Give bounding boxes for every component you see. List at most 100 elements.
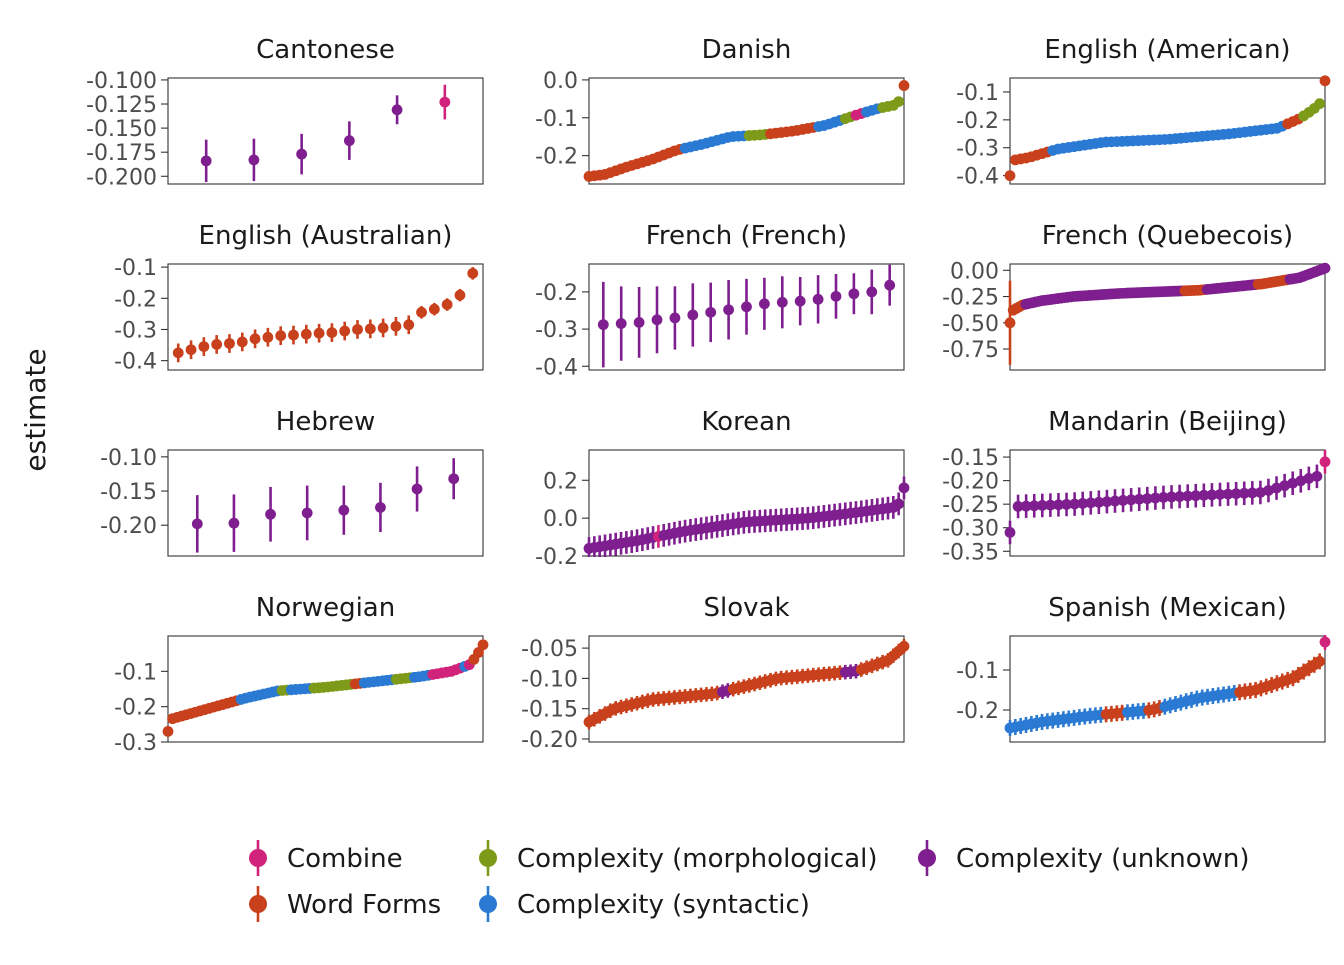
data-point — [1314, 655, 1326, 667]
data-point — [1206, 489, 1218, 501]
y-tick-label: -0.4 — [114, 350, 157, 375]
facet-title: Norwegian — [256, 593, 395, 623]
data-point — [326, 327, 338, 338]
data-point — [1214, 489, 1226, 500]
y-tick-label: -0.20 — [100, 514, 157, 539]
data-point — [1230, 488, 1242, 500]
data-point — [275, 330, 287, 342]
data-point — [375, 502, 386, 513]
data-point — [830, 290, 842, 302]
y-tick-label: -0.75 — [942, 338, 999, 363]
data-point — [1036, 500, 1048, 511]
panel-frame — [588, 449, 905, 557]
data-point — [1133, 493, 1145, 505]
data-point — [339, 325, 351, 337]
data-point — [741, 301, 752, 313]
y-tick-label: -0.15 — [100, 480, 157, 505]
facet-title: Slovak — [703, 593, 789, 623]
data-point — [265, 508, 276, 520]
y-tick-label: -0.30 — [942, 517, 999, 542]
y-tick-label: -0.20 — [521, 728, 578, 753]
y-tick-label: 0.2 — [543, 469, 578, 494]
data-point — [172, 347, 184, 359]
y-tick-label: -0.1 — [114, 256, 157, 281]
y-tick-label: -0.3 — [114, 731, 157, 756]
data-point — [669, 312, 681, 324]
data-point — [224, 338, 235, 349]
data-point — [1053, 499, 1064, 511]
data-point — [1198, 489, 1210, 501]
y-tick-label: -0.35 — [942, 540, 999, 565]
legend-key-dot — [249, 849, 267, 867]
data-point — [454, 289, 466, 301]
data-point — [1141, 493, 1153, 505]
data-point — [1101, 496, 1113, 508]
data-point — [301, 507, 313, 519]
data-point — [615, 318, 627, 329]
data-point — [812, 293, 824, 305]
data-point — [898, 482, 910, 494]
legend-label: Complexity (morphological) — [517, 844, 878, 874]
data-point — [300, 328, 312, 340]
y-tick-label: -0.1 — [535, 107, 578, 132]
data-point — [1093, 496, 1105, 508]
data-point — [1166, 491, 1177, 503]
legend-label: Word Forms — [287, 890, 441, 920]
facet-title: Cantonese — [256, 35, 395, 65]
data-point — [1190, 490, 1202, 502]
data-point — [1085, 497, 1097, 509]
data-point — [313, 327, 325, 339]
y-tick-label: -0.2 — [535, 545, 578, 570]
legend-label: Complexity (syntactic) — [517, 890, 810, 920]
data-point — [723, 304, 735, 316]
y-axis-title: estimate — [19, 348, 52, 471]
legend-label: Complexity (unknown) — [956, 844, 1250, 874]
y-tick-label: -0.10 — [100, 446, 157, 471]
data-point — [848, 288, 860, 300]
data-point — [1319, 75, 1331, 87]
legend-key-dot — [918, 849, 936, 867]
y-tick-label: 0.0 — [543, 507, 578, 532]
data-point — [441, 299, 453, 310]
data-point — [1182, 490, 1194, 502]
y-tick-label: -0.150 — [86, 117, 157, 142]
data-point — [893, 96, 905, 108]
y-tick-label: -0.3 — [114, 318, 157, 343]
data-point — [448, 473, 460, 485]
data-point — [1319, 262, 1331, 274]
panel-frame — [588, 635, 905, 743]
y-tick-label: -0.25 — [942, 286, 999, 311]
data-point — [1117, 495, 1129, 506]
data-point — [866, 286, 878, 298]
panel-frame — [167, 635, 484, 743]
y-tick-label: -0.175 — [86, 141, 157, 166]
data-point — [1246, 487, 1258, 499]
data-point — [403, 319, 415, 331]
y-tick-label: 0.0 — [543, 69, 578, 94]
data-point — [758, 298, 770, 310]
data-point — [439, 96, 451, 108]
data-point — [390, 320, 402, 332]
data-point — [477, 639, 489, 651]
y-tick-label: -0.2 — [114, 696, 157, 721]
data-point — [364, 323, 376, 335]
data-point — [1004, 170, 1016, 182]
data-point — [211, 339, 223, 350]
panel-frame — [1009, 449, 1326, 557]
y-tick-label: -0.2 — [956, 109, 999, 134]
data-point — [651, 314, 663, 326]
data-point — [1061, 499, 1072, 510]
data-point — [249, 333, 261, 345]
panel-frame — [167, 263, 484, 371]
y-tick-label: -0.3 — [535, 318, 578, 343]
data-point — [1238, 487, 1250, 499]
data-point — [1319, 636, 1331, 648]
data-point — [898, 640, 910, 652]
data-point — [1020, 500, 1032, 512]
panel-frame — [588, 263, 905, 371]
legend-key-dot — [479, 895, 497, 913]
data-point — [687, 309, 699, 321]
data-point — [1319, 456, 1331, 468]
data-point — [185, 344, 197, 356]
